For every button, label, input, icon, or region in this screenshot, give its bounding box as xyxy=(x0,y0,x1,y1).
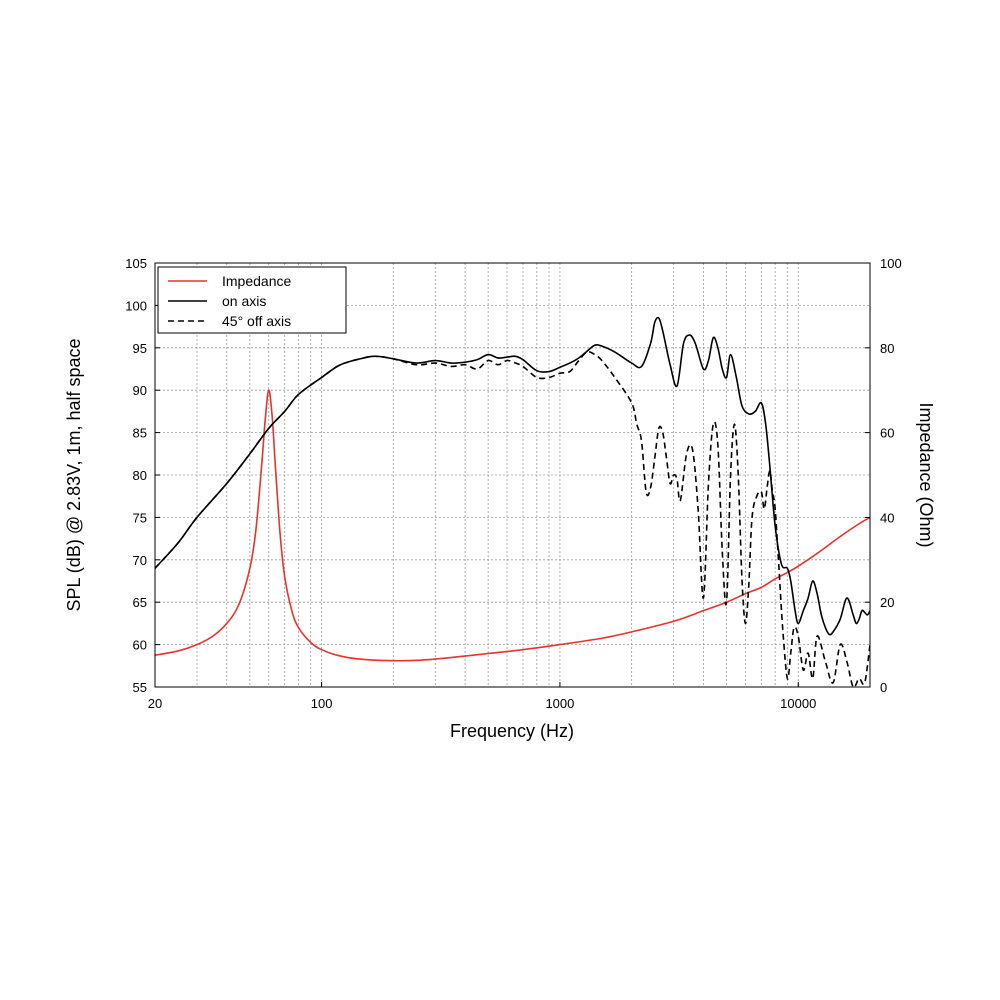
y2-tick-label: 0 xyxy=(880,680,887,695)
y-tick-label: 100 xyxy=(125,298,147,313)
x-tick-label: 1000 xyxy=(545,696,574,711)
series-line-on-axis xyxy=(155,316,870,636)
legend-label-impedance: Impedance xyxy=(222,273,291,289)
legend-box xyxy=(157,266,347,334)
legend-label-off-axis: 45° off axis xyxy=(222,313,291,329)
y-tick-label: 75 xyxy=(133,510,147,525)
x-axis-label: Frequency (Hz) xyxy=(450,721,574,741)
series-line-45-off-axis xyxy=(155,351,870,687)
y-tick-label: 60 xyxy=(133,638,147,653)
y2-tick-label: 100 xyxy=(880,256,902,271)
y-tick-label: 85 xyxy=(133,426,147,441)
y2-tick-label: 80 xyxy=(880,341,894,356)
y2-tick-label: 40 xyxy=(880,510,894,525)
legend: Impedance on axis 45° off axis xyxy=(157,266,347,334)
grid-layer xyxy=(155,263,870,687)
y-tick-label: 90 xyxy=(133,383,147,398)
ticks-layer: 55 60 65 70 75 80 85 90 95 100 105 0 20 40 60 80 100 20 10… xyxy=(125,256,901,711)
y-tick-label: 65 xyxy=(133,595,147,610)
series-layer xyxy=(155,316,870,687)
series-line-impedance xyxy=(155,389,870,662)
y2-axis-label: Impedance (Ohm) xyxy=(916,402,936,547)
y-tick-label: 55 xyxy=(133,680,147,695)
x-tick-label: 20 xyxy=(148,696,162,711)
y-tick-label: 105 xyxy=(125,256,147,271)
y2-tick-label: 20 xyxy=(880,595,894,610)
y-tick-label: 95 xyxy=(133,341,147,356)
x-tick-label: 10000 xyxy=(780,696,816,711)
y-axis-label: SPL (dB) @ 2.83V, 1m, half space xyxy=(64,338,84,611)
y-tick-label: 80 xyxy=(133,468,147,483)
y-tick-label: 70 xyxy=(133,553,147,568)
x-tick-label: 100 xyxy=(311,696,333,711)
y2-tick-label: 60 xyxy=(880,426,894,441)
legend-label-on-axis: on axis xyxy=(222,293,266,309)
